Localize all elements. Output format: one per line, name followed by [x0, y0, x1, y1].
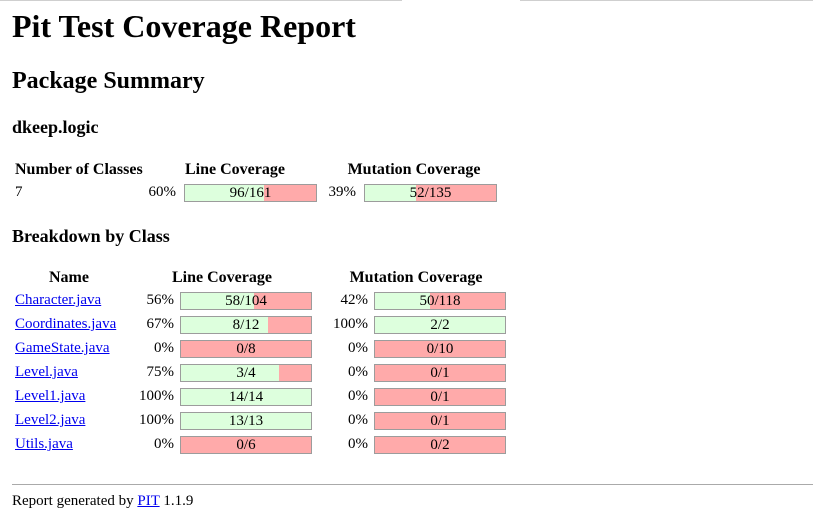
class-mutation-bar: 0/2 [374, 436, 506, 454]
class-mutation-bar-fill [375, 293, 430, 309]
top-divider-right [520, 0, 813, 1]
header-line-coverage: Line Coverage [185, 161, 285, 178]
class-line-bar: 14/14 [180, 388, 312, 406]
header-number-of-classes: Number of Classes [15, 161, 143, 178]
class-mutation-bar: 0/1 [374, 364, 506, 382]
class-mutation-bar-label: 2/2 [430, 317, 450, 333]
class-link[interactable]: Utils.java [15, 436, 73, 452]
class-mutation-bar-fill [375, 317, 505, 333]
class-mutation-bar: 0/1 [374, 388, 506, 406]
summary-line-bar-label: 96/161 [229, 185, 272, 201]
class-mutation-bar: 0/1 [374, 412, 506, 430]
summary-mutation-bar-label: 52/135 [409, 185, 452, 201]
top-divider-left [0, 0, 402, 1]
summary-mutation-bar-fill [365, 185, 417, 201]
class-mutation-bar-label: 0/2 [430, 437, 450, 453]
class-mutation-percent: 0% [348, 388, 368, 404]
header-class-line-coverage: Line Coverage [172, 269, 272, 286]
class-line-bar: 3/4 [180, 364, 312, 382]
page-title: Pit Test Coverage Report [12, 8, 356, 44]
class-line-bar: 0/6 [180, 436, 312, 454]
class-mutation-bar-label: 0/1 [430, 389, 450, 405]
class-mutation-percent: 0% [348, 364, 368, 380]
class-line-bar: 0/8 [180, 340, 312, 358]
class-link[interactable]: Level2.java [15, 412, 86, 428]
class-line-percent: 0% [154, 436, 174, 452]
class-mutation-bar-label: 50/118 [419, 293, 461, 309]
class-line-bar: 58/104 [180, 292, 312, 310]
breakdown-heading: Breakdown by Class [12, 226, 170, 246]
class-line-percent: 67% [146, 316, 175, 332]
class-line-bar: 13/13 [180, 412, 312, 430]
class-link[interactable]: Character.java [15, 292, 102, 308]
summary-class-count: 7 [15, 184, 23, 200]
class-line-percent: 100% [139, 412, 174, 428]
class-mutation-bar-label: 0/1 [430, 413, 450, 429]
class-mutation-percent: 0% [348, 412, 368, 428]
class-line-bar-fill [181, 365, 279, 381]
class-mutation-bar: 2/2 [374, 316, 506, 334]
summary-line-bar-fill [185, 185, 264, 201]
summary-mutation-percent: 39% [328, 184, 357, 200]
class-mutation-bar: 0/10 [374, 340, 506, 358]
class-mutation-percent: 100% [333, 316, 368, 332]
class-line-bar-label: 0/6 [236, 437, 256, 453]
summary-line-bar: 96/161 [184, 184, 317, 202]
class-link[interactable]: Level1.java [15, 388, 86, 404]
class-mutation-bar-label: 0/10 [426, 341, 454, 357]
class-line-bar-label: 14/14 [228, 389, 264, 405]
footer-prefix: Report generated by [12, 493, 134, 509]
class-line-bar-fill [181, 413, 311, 429]
class-line-bar: 8/12 [180, 316, 312, 334]
class-line-percent: 0% [154, 340, 174, 356]
class-link[interactable]: Level.java [15, 364, 78, 380]
header-class-mutation-coverage: Mutation Coverage [349, 269, 483, 286]
class-mutation-percent: 0% [348, 340, 368, 356]
class-line-bar-label: 13/13 [228, 413, 264, 429]
class-link[interactable]: Coordinates.java [15, 316, 117, 332]
class-line-bar-label: 0/8 [236, 341, 256, 357]
summary-line-percent: 60% [148, 184, 177, 200]
class-line-percent: 75% [146, 364, 175, 380]
header-mutation-coverage: Mutation Coverage [347, 161, 481, 178]
footer-version: 1.1.9 [163, 493, 194, 509]
package-summary-heading: Package Summary [12, 68, 205, 94]
class-line-percent: 100% [139, 388, 174, 404]
class-line-bar-fill [181, 317, 269, 333]
class-line-bar-fill [181, 389, 311, 405]
class-line-bar-fill [181, 293, 254, 309]
class-line-bar-label: 8/12 [232, 317, 260, 333]
class-link[interactable]: GameState.java [15, 340, 110, 356]
class-line-bar-label: 58/104 [225, 293, 267, 309]
package-name: dkeep.logic [12, 117, 99, 137]
class-mutation-bar: 50/118 [374, 292, 506, 310]
summary-mutation-bar: 52/135 [364, 184, 497, 202]
footer-divider [12, 484, 813, 485]
class-mutation-percent: 0% [348, 436, 368, 452]
header-name: Name [49, 269, 89, 286]
class-mutation-percent: 42% [340, 292, 369, 308]
class-line-bar-label: 3/4 [236, 365, 256, 381]
pit-link[interactable]: PIT [137, 493, 160, 509]
class-line-percent: 56% [146, 292, 175, 308]
class-mutation-bar-label: 0/1 [430, 365, 450, 381]
footer: Report generated by PIT 1.1.9 [12, 493, 193, 510]
